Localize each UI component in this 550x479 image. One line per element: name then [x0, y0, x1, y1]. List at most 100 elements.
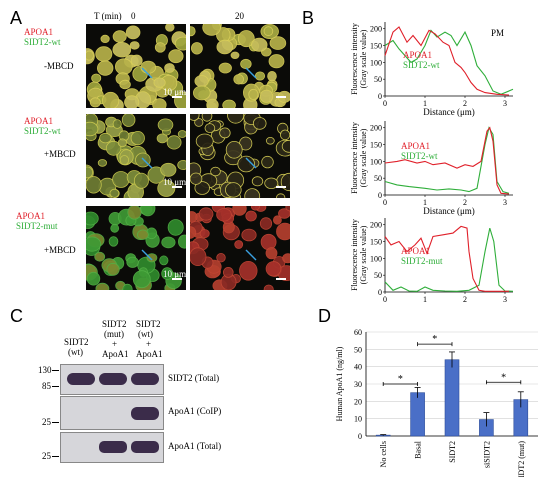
profile-y-tick-label: 200 [370, 25, 382, 34]
cell [140, 206, 156, 217]
cell [86, 50, 94, 61]
profile-y-tick-label: 0 [378, 92, 382, 101]
cell [276, 222, 290, 241]
cell [112, 42, 132, 58]
cell [241, 228, 257, 242]
cell [86, 176, 102, 194]
profile-tag: PM [491, 28, 504, 38]
cell [252, 117, 267, 130]
cell [264, 177, 279, 190]
cell [194, 75, 209, 88]
scale-label-r1: 10 μm [163, 87, 187, 97]
bar-y-label: Human ApoA1 (ng/ml) [335, 346, 344, 421]
cell [154, 42, 166, 53]
cell [190, 226, 197, 239]
cell [146, 253, 158, 263]
cell [269, 36, 287, 50]
cell [86, 211, 99, 226]
profile-x-tick-label: 3 [503, 99, 507, 108]
micrograph-r2-t20-svg [190, 114, 290, 198]
cell [86, 236, 102, 252]
cell [159, 255, 169, 266]
micrograph-r1-t20-svg [190, 24, 290, 108]
micrograph-r1-t0-svg [86, 24, 186, 108]
profile-x-tick-label: 1 [423, 99, 427, 108]
scale-bar [276, 278, 286, 280]
cell [259, 89, 274, 103]
cell [129, 41, 140, 50]
cell [132, 270, 151, 289]
cell [194, 181, 210, 195]
cell [240, 58, 252, 70]
cell [108, 236, 119, 247]
profile-line-apoa1 [384, 126, 510, 195]
lane3-label-1: SIDT2 [136, 319, 161, 329]
band-sidt2-lane1 [67, 373, 95, 385]
linescan-marker [141, 67, 153, 79]
scale-bar [172, 96, 182, 98]
cell [245, 210, 257, 222]
cell [225, 140, 243, 159]
profile-y-label-line1: Fluorescence intensity [350, 122, 359, 194]
profile-legend-apoa1: APOA1 [401, 141, 430, 151]
cell [210, 166, 221, 177]
row2-label-apoa1: APOA1 [24, 116, 54, 126]
cell [191, 42, 203, 55]
cell [157, 179, 176, 197]
profile-line-sidt2 [384, 29, 514, 95]
cell [127, 206, 142, 220]
lane3-label-3: + [146, 339, 152, 349]
cell [166, 135, 182, 150]
band-apoa1-lane2 [99, 441, 127, 453]
scale-bar [276, 96, 286, 98]
cell [94, 251, 106, 262]
cell [140, 60, 157, 74]
cell [137, 229, 149, 240]
cell [232, 206, 247, 216]
cell [195, 133, 214, 149]
marker-85: 85 [42, 381, 51, 391]
scale-bar [172, 186, 182, 188]
cell [268, 54, 285, 69]
profile-y-label-line2: (Gray scale value) [359, 225, 368, 284]
cell [199, 229, 210, 239]
blot-apoa1-total [60, 432, 164, 463]
cell [248, 88, 259, 100]
cell [281, 139, 290, 153]
micrograph-r3-t20-svg [190, 206, 290, 290]
profile-x-tick-label: 0 [383, 99, 387, 108]
cell [95, 46, 113, 62]
row2-treatment: +MBCD [44, 149, 76, 159]
band-sidt2-lane3 [131, 373, 159, 385]
cell [168, 49, 184, 64]
bar-category-label: SIDT2 [448, 441, 457, 463]
cell [126, 256, 139, 268]
bar-y-tick-label: 40 [354, 363, 362, 372]
micrograph-r2-t0-svg [86, 114, 186, 198]
profile-line-apoa1 [384, 225, 509, 292]
cell [125, 25, 141, 40]
cell [219, 127, 231, 139]
micrograph-r3-t0-svg [86, 206, 186, 290]
profile-y-tick-label: 50 [374, 174, 382, 183]
cell [174, 36, 186, 51]
row2-label-sidt2: SIDT2-wt [24, 126, 61, 136]
profile-line-apoa1 [384, 26, 510, 96]
profile-legend-sidt2: SIDT2-wt [403, 60, 440, 70]
cell [190, 247, 207, 266]
profile-y-tick-label: 150 [370, 141, 382, 150]
cell [86, 166, 93, 179]
lane3-label-2: (wt) [138, 329, 153, 339]
significance-star: * [432, 334, 437, 345]
marker-25b-tick [52, 456, 59, 457]
micrograph-r1-t20 [190, 24, 290, 108]
cell [222, 99, 236, 108]
profile-y-label-line2: (Gray scale value) [359, 29, 368, 88]
cell [227, 114, 245, 124]
bar-y-tick-label: 0 [358, 432, 362, 441]
marker-25b: 25 [42, 451, 51, 461]
cell [285, 206, 290, 212]
bar-category-label: SIDT2 (mut) [517, 441, 526, 477]
linescan-marker [245, 67, 257, 79]
profile-x-label: Distance (μm) [423, 107, 475, 117]
